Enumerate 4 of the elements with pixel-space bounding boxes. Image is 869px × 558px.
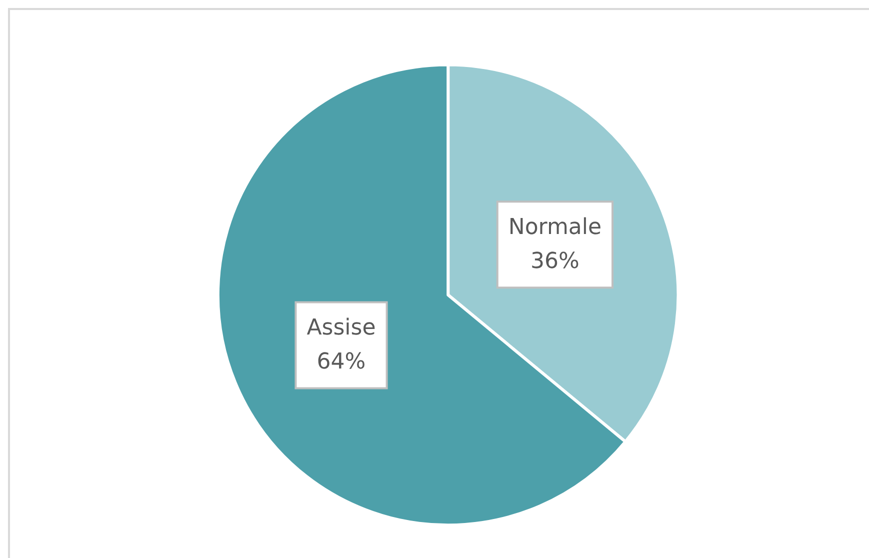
data-label: 36% [530,249,580,274]
slice-label: Assise [306,316,376,341]
data-label: 64% [316,350,366,375]
slice-label: Normale [508,215,602,240]
